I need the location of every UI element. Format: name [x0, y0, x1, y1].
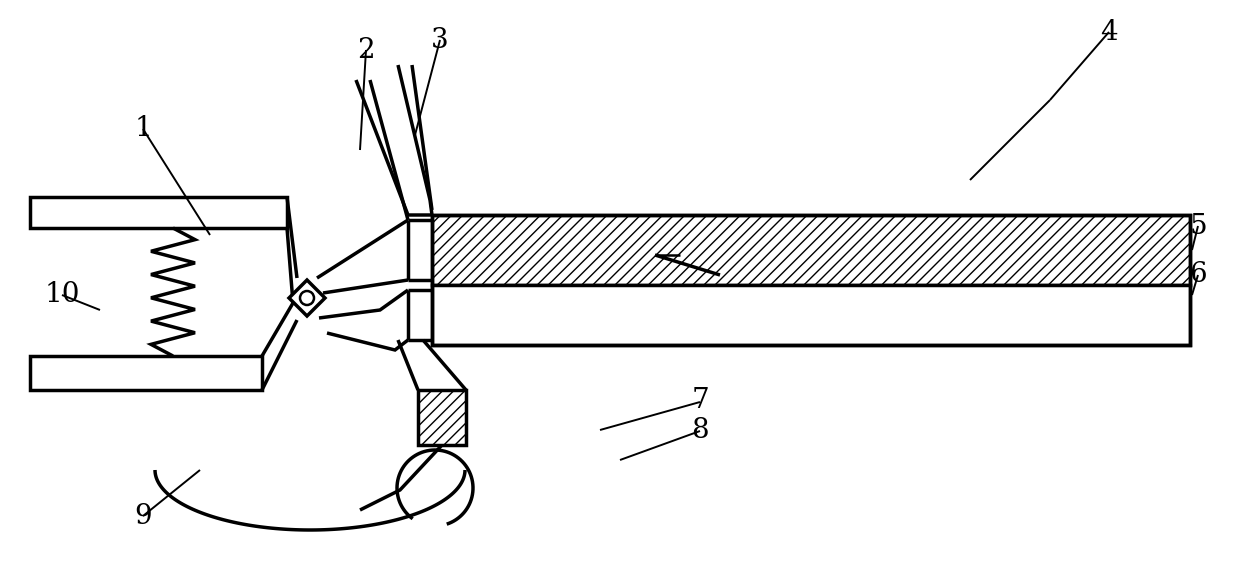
- Text: 6: 6: [1189, 261, 1207, 288]
- Text: 3: 3: [432, 26, 449, 53]
- Bar: [432, 285, 1190, 345]
- Bar: [30, 197, 286, 228]
- Text: 7: 7: [691, 387, 709, 414]
- Text: 1: 1: [134, 114, 151, 141]
- Bar: [418, 390, 466, 445]
- Text: 5: 5: [1189, 213, 1207, 240]
- Text: 8: 8: [691, 417, 709, 444]
- Text: 4: 4: [1100, 19, 1117, 46]
- Circle shape: [300, 291, 314, 305]
- Text: 2: 2: [357, 36, 374, 63]
- Text: 10: 10: [45, 281, 79, 308]
- Text: 9: 9: [134, 503, 151, 530]
- Bar: [30, 356, 262, 390]
- Bar: [432, 215, 1190, 345]
- Bar: [432, 215, 1190, 285]
- Polygon shape: [289, 280, 325, 316]
